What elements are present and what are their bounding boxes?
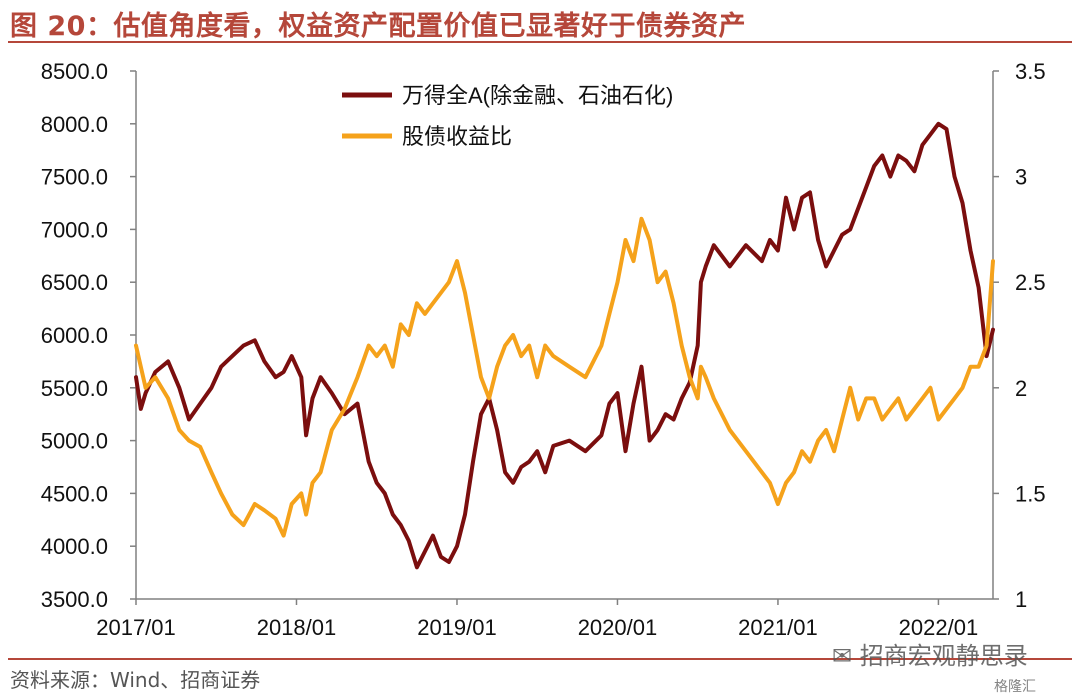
y-tick-label-left: 3500.0 <box>41 587 108 612</box>
legend-label-1: 万得全A(除金融、石油石化) <box>402 83 673 108</box>
y-tick-label-left: 5000.0 <box>41 429 108 454</box>
y-tick-label-right: 3 <box>1015 165 1027 190</box>
x-tick-label: 2020/01 <box>578 615 658 640</box>
source-note: 资料来源：Wind、招商证券 <box>10 668 261 692</box>
watermark: ✉ 招商宏观静思录 <box>832 636 1028 671</box>
y-tick-label-right: 2 <box>1015 376 1027 401</box>
watermark-text: 招商宏观静思录 <box>859 642 1028 670</box>
y-tick-label-left: 7000.0 <box>41 217 108 242</box>
y-tick-label-left: 6000.0 <box>41 323 108 348</box>
x-tick-label: 2018/01 <box>257 615 337 640</box>
logo: 格隆汇 <box>994 679 1036 695</box>
y-tick-label-right: 1.5 <box>1015 481 1046 506</box>
y-tick-label-right: 3.5 <box>1015 59 1046 84</box>
x-tick-label: 2017/01 <box>96 615 176 640</box>
x-tick-label: 2021/01 <box>738 615 818 640</box>
legend: 万得全A(除金融、石油石化) 股债收益比 <box>342 83 673 149</box>
y-tick-label-left: 8500.0 <box>41 59 108 84</box>
y-tick-label-left: 4500.0 <box>41 481 108 506</box>
axes-layer: 3500.0 4000.0 4500.0 5000.0 5500.0 6000.0 6500… <box>41 59 1046 640</box>
series-line-equity-bond-ratio <box>134 216 995 538</box>
x-tick-label: 2022/01 <box>899 615 979 640</box>
legend-label-2: 股债收益比 <box>402 124 512 149</box>
y-tick-label-left: 7500.0 <box>41 165 108 190</box>
y-tick-label-left: 5500.0 <box>41 376 108 401</box>
page-title: 图 20：估值角度看，权益资产配置价值已显著好于债券资产 <box>10 11 746 42</box>
y-tick-label-right: 1 <box>1015 587 1027 612</box>
series-layer <box>134 121 995 570</box>
y-tick-label-left: 6500.0 <box>41 270 108 295</box>
series-line-wind-a <box>134 121 995 570</box>
title-divider <box>8 41 1072 43</box>
y-tick-label-right: 2.5 <box>1015 270 1046 295</box>
wechat-icon: ✉ <box>832 642 853 670</box>
x-tick-label: 2019/01 <box>417 615 497 640</box>
y-tick-label-left: 8000.0 <box>41 112 108 137</box>
y-tick-label-left: 4000.0 <box>41 534 108 559</box>
footer-divider <box>8 658 1072 660</box>
